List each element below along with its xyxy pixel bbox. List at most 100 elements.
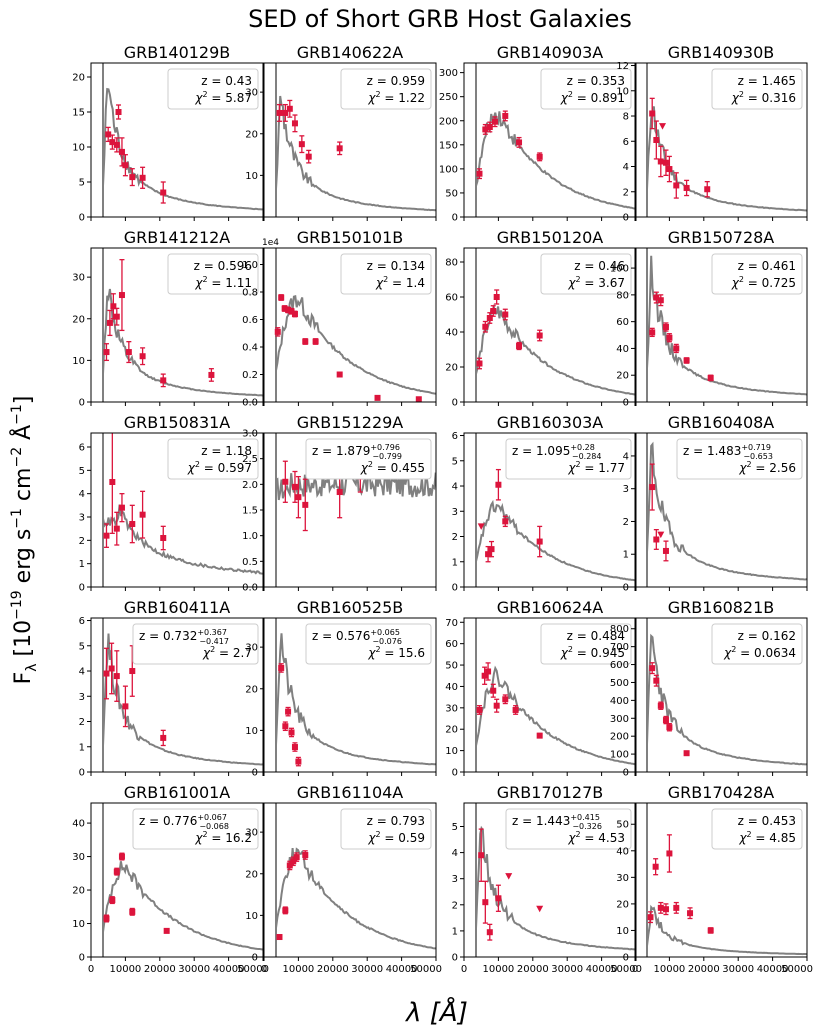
panel-title: GRB160821B [668,598,775,617]
photometry-point [495,481,502,488]
photometry-point [490,687,497,694]
y-tick-label: 4 [623,162,629,173]
photometry-point [288,308,295,315]
y-tick-label: 10 [72,919,85,930]
y-tick-label: 0 [79,398,85,409]
chi-square-label: χ2 = 15.6 [367,645,425,660]
photometry-point [108,665,115,672]
y-tick-label: 0 [79,768,85,779]
photometry-point [491,118,498,125]
y-tick-label: 10 [245,911,258,922]
photometry-point [286,105,293,112]
photometry-point [113,313,120,320]
photometry-point [482,899,489,906]
photometry-point [649,484,656,491]
y-tick-label: 1 [623,550,629,561]
y-tick-label: 20 [245,684,258,695]
photometry-point [502,696,509,703]
photometry-point [673,904,680,911]
legend-box: z = 0.162 χ2 = 0.0634 [711,623,803,665]
x-tick-label: 40000 [757,964,789,975]
y-tick-label: 30 [245,88,258,99]
sed-panel: GRB161104A 0 10 20 30 0 10000 20000 30000 4000050… [245,783,442,975]
y-tick-label: 12 [616,61,629,72]
y-tick-label: 20 [245,869,258,880]
sed-panel: GRB150728A 0 20 40 60 80 100 z = 0.461 χ2 = 0.72… [610,228,808,409]
y-tick-label: 4 [452,848,458,859]
photometry-point [493,294,500,300]
y-tick-label: 40 [72,819,85,830]
y-tick-label: 2 [623,187,629,198]
axes-frame [263,802,437,958]
sed-panel: GRB160624A 0 10 20 30 40 50 60 70 z = 0.484 χ2 = 0… [445,598,637,779]
panel-title: GRB170428A [668,783,775,802]
panel-title: GRB160408A [668,413,775,432]
photometry-point [293,854,300,861]
axes-frame [90,62,264,218]
sed-panel: GRB160525B 0 10 20 30 z = 0.576+0.065 −0.076χ2… [245,598,437,779]
panel-title: GRB160411A [124,598,231,617]
y-tick-label: 10 [445,746,458,757]
photometry-point [291,120,298,127]
y-tick-label: 30 [445,703,458,714]
y-scale-label: 1e4 [262,238,279,248]
y-tick-label: 10 [245,171,258,182]
photometry-point [282,723,289,730]
y-tick-label: 6 [79,616,85,627]
photometry-point [657,297,664,304]
x-tick-label: 10000 [653,964,685,975]
y-tick-label: 3 [452,874,458,885]
photometry-point [139,511,146,518]
photometry-point [103,349,110,356]
photometry-point [291,483,298,490]
photometry-point [649,110,656,117]
x-tick-label: 30000 [351,964,383,975]
axes-frame [263,247,437,403]
chi-square-label: χ2 = 4.85 [738,830,796,845]
y-tick-label: 20 [445,725,458,736]
panel-title: GRB140622A [297,43,404,62]
photometry-point [276,109,283,116]
y-tick-label: 3.0 [242,429,258,440]
photometry-point [281,305,288,312]
y-tick-label: 1.5 [242,506,258,517]
model-sed-line [275,433,436,587]
photometry-point [536,153,543,160]
panel-title: GRB150831A [124,413,231,432]
y-tick-label: 2 [452,900,458,911]
photometry-point [662,324,669,331]
redshift-label: z = 1.095+0.28 −0.284 [512,443,601,461]
x-tick-label: 40000 [586,964,618,975]
redshift-label: z = 0.959 [367,74,425,88]
x-tick-label: 0 [88,964,94,975]
y-tick-label: 20 [72,73,85,84]
photometry-point [516,139,523,146]
photometry-point [653,137,660,143]
redshift-label: z = 1.443+0.415 −0.326 [512,813,602,831]
legend-box: z = 0.353 χ2 = 0.891 [540,68,632,110]
photometry-point [653,677,660,684]
y-tick-label: 2 [452,532,458,543]
chi-square-label: χ2 = 0.725 [731,275,796,290]
y-tick-label: 3 [623,484,629,495]
photometry-point [278,664,285,671]
x-tick-label: 20000 [144,964,176,975]
photometry-point [305,153,312,160]
photometry-point [482,323,489,330]
x-tick-label: 30000 [178,964,210,975]
axes-frame [634,247,808,403]
upper-limit-marker [536,905,544,913]
photometry-point [647,914,654,921]
photometry-point [139,174,146,181]
y-tick-label: 0 [623,583,629,594]
sed-panel: GRB160821B 0 100 200 300 400 500 600 700 800 z = 0… [610,598,808,779]
photometry-point [129,521,136,527]
redshift-label: z = 0.596 [194,259,252,273]
x-tick-label: 50000 [237,964,269,975]
legend-box: z = 0.959 χ2 = 1.22 [340,68,432,110]
photometry-point [657,158,664,165]
y-tick-label: 800 [610,624,629,635]
